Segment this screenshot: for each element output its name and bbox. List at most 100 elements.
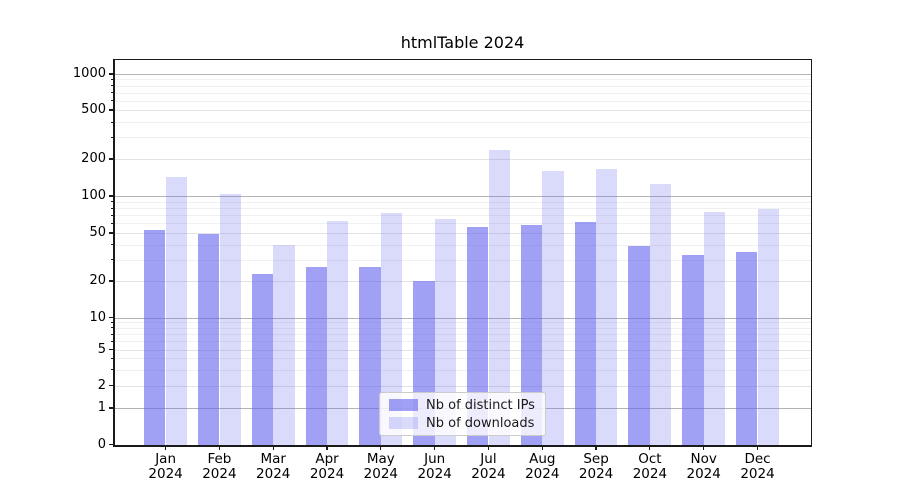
- y-tick-label-100: 100: [81, 188, 106, 203]
- y-tick-200: [109, 158, 114, 160]
- gridline-major: [114, 74, 811, 75]
- gridline-minor: [114, 121, 811, 123]
- legend-item-distinct-ips: Nb of distinct IPs: [389, 398, 545, 413]
- bar-distinct-ips-mar: [251, 273, 274, 446]
- gridline-minor: [114, 223, 811, 225]
- gridline-minor: [114, 259, 811, 261]
- x-tick-label-aug: Aug 2024: [525, 450, 560, 482]
- x-tick-jan: [165, 446, 167, 450]
- y-tick-label-1: 1: [97, 400, 106, 415]
- y-tick-500: [109, 109, 114, 111]
- gridline-major: [114, 196, 811, 197]
- y-tick-20: [109, 280, 114, 282]
- y-tick-50: [109, 232, 114, 234]
- y-tick-label-1000: 1000: [72, 66, 106, 81]
- y-tick-label-0: 0: [97, 436, 106, 452]
- y-minortick: [111, 201, 114, 203]
- bar-downloads-may: [380, 212, 403, 446]
- y-tick-label-500: 500: [81, 102, 106, 117]
- bar-downloads-jun: [434, 218, 457, 446]
- bar-distinct-ips-jan: [144, 229, 166, 446]
- axis-spine-left: [113, 59, 115, 447]
- y-tick-100: [109, 195, 114, 197]
- bar-downloads-jul: [488, 150, 510, 446]
- y-tick-label-50: 50: [89, 225, 106, 240]
- x-tick-label-may: May 2024: [363, 450, 398, 482]
- x-tick-apr: [326, 446, 328, 450]
- y-tick-label-2: 2: [97, 377, 106, 393]
- y-minortick: [111, 121, 114, 123]
- x-tick-label-mar: Mar 2024: [256, 450, 291, 482]
- gridline-minor: [114, 137, 811, 139]
- gridline-sub: [114, 385, 811, 387]
- bar-distinct-ips-jul: [467, 226, 489, 446]
- y-tick-label-200: 200: [81, 151, 106, 166]
- gridline-minor: [114, 369, 811, 371]
- gridline-minor: [114, 244, 811, 246]
- x-tick-sep: [595, 446, 597, 450]
- x-tick-label-jul: Jul 2024: [471, 450, 506, 482]
- x-tick-label-apr: Apr 2024: [309, 450, 345, 482]
- gridline-minor: [114, 201, 811, 203]
- x-tick-feb: [218, 446, 220, 450]
- legend-label-distinct-ips: Nb of distinct IPs: [426, 397, 535, 413]
- y-minortick: [111, 327, 114, 329]
- y-tick-5: [109, 348, 114, 351]
- legend-swatch-downloads: [389, 417, 418, 429]
- bar-downloads-jan: [165, 176, 187, 446]
- gridline-sub: [114, 281, 811, 282]
- gridline-minor: [114, 85, 811, 87]
- bar-distinct-ips-dec: [736, 251, 758, 446]
- x-tick-label-dec: Dec 2024: [740, 450, 775, 482]
- y-minortick: [111, 222, 114, 224]
- x-tick-label-feb: Feb 2024: [202, 450, 237, 482]
- gridline-minor: [114, 322, 811, 324]
- bar-distinct-ips-apr: [305, 267, 327, 446]
- gridline-minor: [114, 92, 811, 94]
- y-minortick: [111, 321, 114, 323]
- axis-spine-bottom: [113, 445, 813, 447]
- bar-distinct-ips-oct: [628, 246, 650, 446]
- legend-item-downloads: Nb of downloads: [389, 416, 545, 431]
- bar-distinct-ips-aug: [520, 225, 543, 446]
- bar-downloads-sep: [596, 168, 618, 446]
- bar-downloads-feb: [219, 194, 241, 446]
- gridline-minor: [114, 207, 811, 209]
- y-minortick: [111, 207, 114, 209]
- y-minortick: [111, 79, 114, 80]
- x-tick-label-sep: Sep 2024: [578, 450, 614, 482]
- bar-downloads-aug: [542, 170, 564, 446]
- y-tick-label-5: 5: [97, 341, 106, 357]
- x-tick-may: [380, 446, 382, 450]
- x-tick-label-jun: Jun 2024: [417, 450, 452, 482]
- gridline-minor: [114, 358, 811, 360]
- y-minortick: [111, 214, 114, 216]
- gridline-minor: [114, 215, 811, 217]
- x-tick-nov: [703, 446, 705, 450]
- gridline-minor: [114, 327, 811, 329]
- y-tick-label-10: 10: [89, 309, 106, 325]
- y-minortick: [111, 244, 114, 246]
- y-minortick: [111, 100, 114, 101]
- gridline-minor: [114, 100, 811, 102]
- y-tick-2: [109, 384, 114, 387]
- y-tick-10: [109, 316, 114, 319]
- x-tick-label-jan: Jan 2024: [148, 450, 183, 482]
- bar-downloads-nov: [703, 212, 726, 446]
- bar-distinct-ips-nov: [682, 254, 704, 446]
- y-minortick: [111, 85, 114, 86]
- x-tick-jun: [434, 446, 436, 450]
- bar-downloads-apr: [327, 220, 349, 446]
- gridline-sub: [114, 159, 811, 160]
- bar-downloads-dec: [757, 209, 779, 446]
- y-minortick: [111, 92, 114, 93]
- bar-downloads-oct: [649, 184, 672, 446]
- axis-spine-top: [113, 59, 813, 61]
- bar-distinct-ips-feb: [198, 234, 220, 446]
- gridline-sub: [114, 349, 811, 351]
- y-minortick: [111, 369, 114, 370]
- y-tick-0: [109, 444, 114, 446]
- gridline-sub: [114, 110, 811, 111]
- gridline-minor: [114, 341, 811, 343]
